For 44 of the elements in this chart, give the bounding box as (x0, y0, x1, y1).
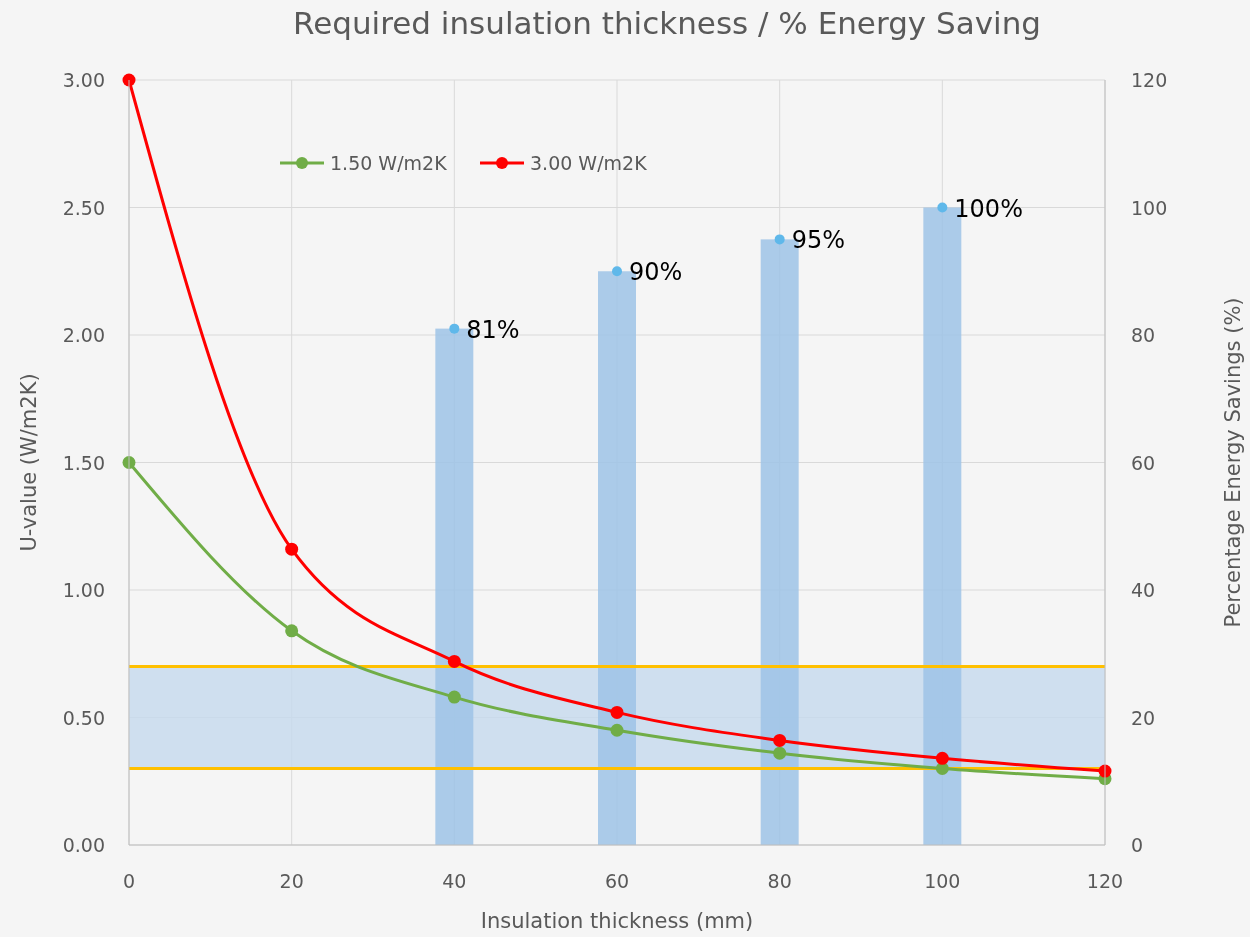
data-label: 90% (629, 258, 683, 287)
y-tick-label: 2.00 (62, 324, 105, 346)
x-tick-label: 80 (767, 870, 792, 892)
point (447, 690, 461, 704)
x-tick-label: 20 (279, 870, 304, 892)
point (773, 746, 787, 760)
x-axis-title: Insulation thickness (mm) (480, 909, 754, 933)
data-label: 81% (466, 315, 520, 344)
y2-tick-label: 80 (1131, 324, 1156, 346)
point (773, 733, 787, 747)
y2-tick-label: 120 (1131, 69, 1168, 91)
data-label: 100% (954, 194, 1023, 223)
y-tick-label: 1.00 (62, 579, 105, 601)
point (935, 751, 949, 765)
y-tick-label: 2.50 (62, 196, 105, 219)
x-tick-label: 120 (1086, 870, 1124, 892)
point (774, 234, 785, 245)
y2-tick-label: 0 (1131, 834, 1144, 856)
y-tick-label: 0.50 (62, 706, 105, 729)
y2-axis-title: Percentage Energy Savings (%) (1221, 297, 1245, 628)
y2-tick-label: 100 (1131, 196, 1168, 219)
y-tick-label: 3.00 (62, 69, 105, 91)
x-tick-label: 40 (442, 870, 467, 892)
x-tick-label: 60 (604, 870, 630, 892)
x-tick-label: 0 (122, 870, 136, 892)
x-tick-label: 100 (924, 870, 961, 892)
y2-tick-label: 60 (1131, 451, 1156, 474)
point (610, 723, 624, 737)
point (610, 705, 624, 719)
data-label: 95% (791, 226, 846, 255)
chart-title: Required insulation thickness / % Energy Saving (293, 5, 1041, 41)
point (285, 542, 299, 556)
legend-label: 3.00 W/m2K (530, 152, 648, 174)
point (285, 624, 299, 638)
point (447, 654, 461, 668)
y-tick-label: 1.50 (62, 451, 105, 474)
legend-label: 1.50 W/m2K (330, 152, 448, 174)
point (449, 323, 460, 334)
y2-tick-label: 20 (1131, 706, 1156, 729)
y2-tick-label: 40 (1131, 579, 1156, 601)
point (937, 202, 948, 213)
y-axis-title: U-value (W/m2K) (17, 373, 41, 552)
y-tick-label: 0.00 (62, 834, 105, 856)
point (612, 266, 622, 277)
